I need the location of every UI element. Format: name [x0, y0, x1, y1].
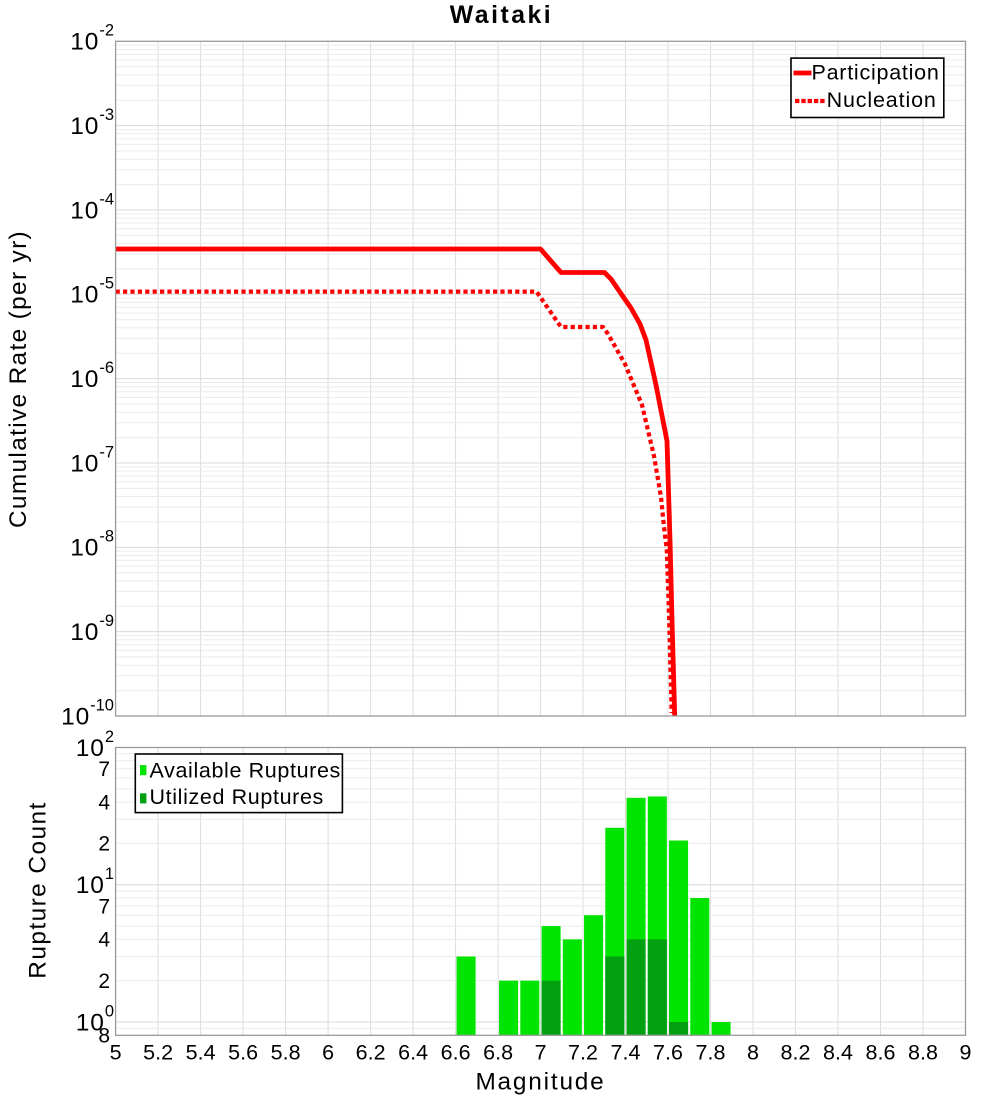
svg-text:10-5: 10-5 — [70, 275, 114, 309]
svg-text:Rupture Count: Rupture Count — [25, 801, 52, 979]
svg-text:2: 2 — [98, 833, 110, 856]
svg-text:8.4: 8.4 — [823, 1041, 853, 1065]
svg-text:100: 100 — [76, 1002, 114, 1036]
svg-text:Waitaki: Waitaki — [450, 2, 553, 29]
svg-text:7.6: 7.6 — [653, 1041, 683, 1065]
svg-text:10-6: 10-6 — [70, 359, 114, 393]
svg-text:6.6: 6.6 — [441, 1041, 471, 1065]
svg-text:Available Ruptures: Available Ruptures — [150, 759, 341, 783]
svg-text:102: 102 — [76, 728, 114, 762]
svg-text:8: 8 — [98, 1025, 110, 1048]
svg-text:10-3: 10-3 — [70, 106, 114, 140]
svg-text:10-9: 10-9 — [70, 612, 114, 646]
svg-text:5.8: 5.8 — [271, 1041, 301, 1065]
svg-text:7.8: 7.8 — [696, 1041, 726, 1065]
svg-text:Utilized Ruptures: Utilized Ruptures — [150, 785, 324, 809]
svg-text:Participation: Participation — [812, 61, 940, 85]
svg-text:8.6: 8.6 — [866, 1041, 896, 1065]
svg-text:10-10: 10-10 — [61, 696, 114, 730]
svg-text:2: 2 — [98, 970, 110, 993]
svg-text:9: 9 — [960, 1041, 972, 1065]
svg-text:5.6: 5.6 — [228, 1041, 258, 1065]
svg-text:4: 4 — [98, 929, 110, 952]
svg-text:5.2: 5.2 — [143, 1041, 173, 1065]
svg-text:10-7: 10-7 — [70, 443, 114, 477]
svg-text:6.4: 6.4 — [398, 1041, 428, 1065]
svg-text:8.2: 8.2 — [781, 1041, 811, 1065]
svg-text:7.2: 7.2 — [568, 1041, 598, 1065]
svg-text:5.4: 5.4 — [186, 1041, 216, 1065]
svg-text:8.8: 8.8 — [908, 1041, 938, 1065]
svg-text:10-4: 10-4 — [70, 190, 114, 224]
svg-text:Nucleation: Nucleation — [827, 88, 937, 112]
svg-text:Cumulative Rate (per yr): Cumulative Rate (per yr) — [5, 230, 32, 528]
svg-text:6.8: 6.8 — [483, 1041, 513, 1065]
svg-text:4: 4 — [98, 791, 110, 814]
svg-text:5: 5 — [110, 1041, 122, 1065]
svg-text:Magnitude: Magnitude — [475, 1068, 605, 1095]
svg-text:7: 7 — [535, 1041, 547, 1065]
svg-text:7.4: 7.4 — [611, 1041, 641, 1065]
svg-text:8: 8 — [747, 1041, 759, 1065]
svg-text:10-8: 10-8 — [70, 528, 114, 562]
svg-text:101: 101 — [76, 865, 114, 899]
svg-text:7: 7 — [98, 758, 110, 781]
svg-text:6.2: 6.2 — [356, 1041, 386, 1065]
svg-text:7: 7 — [98, 895, 110, 918]
svg-text:6: 6 — [322, 1041, 334, 1065]
svg-text:10-2: 10-2 — [70, 22, 114, 56]
